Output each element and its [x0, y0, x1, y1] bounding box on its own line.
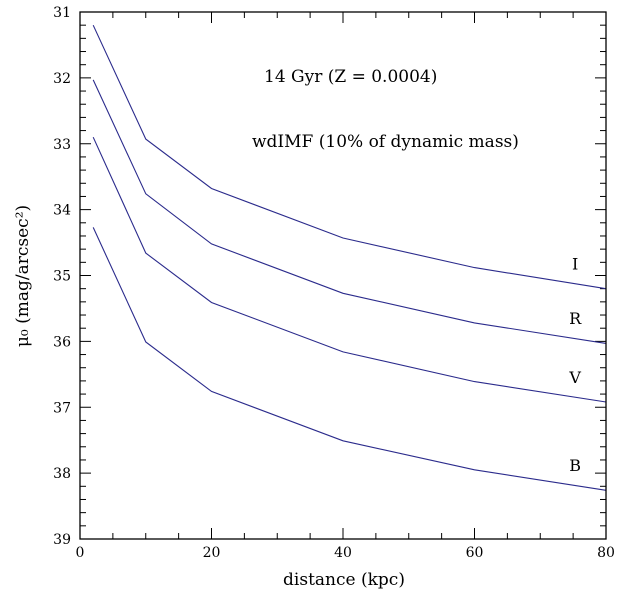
series-line-i	[92, 24, 607, 290]
y-tick-label: 38	[53, 466, 71, 482]
series-line-r	[92, 79, 607, 344]
series-label-i: I	[572, 254, 578, 273]
series-lines	[92, 24, 607, 491]
x-tick-label: 80	[597, 545, 615, 561]
x-tick-label: 60	[466, 545, 484, 561]
series-labels: I R V B	[568, 254, 582, 475]
x-axis-title: distance (kpc)	[283, 570, 405, 590]
series-label-r: R	[569, 309, 582, 328]
tick-labels: 0 20 40 60 80 31 32 33 34 35 36 37 38 39	[53, 5, 615, 561]
plot-frame	[79, 11, 607, 540]
x-tick-label: 0	[76, 545, 85, 561]
y-tick-label: 34	[53, 203, 71, 219]
y-tick-label: 33	[53, 137, 71, 153]
y-tick-label: 39	[53, 532, 71, 548]
y-axis-title: μ₀ (mag/arcsec²)	[13, 205, 33, 347]
x-tick-label: 20	[203, 545, 221, 561]
y-tick-label: 35	[53, 269, 71, 285]
series-label-b: B	[569, 456, 581, 475]
series-line-v	[92, 136, 607, 403]
annotation-imf: wdIMF (10% of dynamic mass)	[252, 132, 519, 152]
annotation-age: 14 Gyr (Z = 0.0004)	[264, 67, 437, 87]
y-tick-label: 36	[53, 334, 71, 350]
y-tick-label: 31	[53, 5, 71, 21]
series-label-v: V	[568, 368, 581, 387]
y-tick-label: 32	[53, 71, 71, 87]
x-tick-label: 40	[334, 545, 352, 561]
series-line-b	[92, 227, 607, 491]
y-tick-label: 37	[53, 400, 71, 416]
axis-ticks	[79, 11, 607, 540]
